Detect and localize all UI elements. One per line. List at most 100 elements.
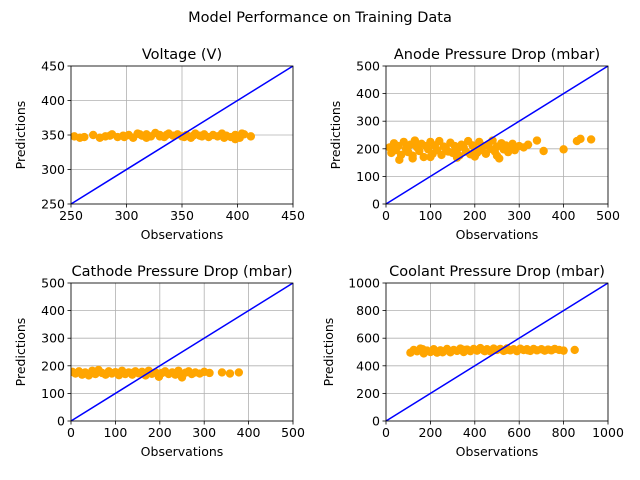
- chart-3-data-point: [234, 368, 244, 377]
- chart-2-data-point: [539, 146, 548, 156]
- chart-2-data-point: [426, 152, 435, 162]
- chart-3-identity-line: [71, 283, 293, 421]
- chart-2-y-tick-label: 300: [356, 114, 380, 129]
- chart-2-axes-frame: [385, 65, 609, 205]
- chart-2-data-point: [415, 146, 424, 156]
- chart-1-data-point: [120, 132, 129, 142]
- chart-4-y-tick-label: 200: [356, 386, 380, 401]
- chart-2-data-point: [452, 153, 462, 162]
- chart-1-data-point: [237, 129, 247, 138]
- chart-4-title: Coolant Pressure Drop (mbar): [389, 264, 605, 280]
- chart-2-x-axis-label: Observations: [456, 227, 539, 242]
- chart-3-data-point: [105, 368, 115, 377]
- chart-2-data-point: [437, 150, 446, 160]
- chart-2-data-point: [532, 136, 542, 145]
- chart-2-data-point: [399, 137, 408, 147]
- chart-3-points: [71, 365, 244, 382]
- chart-2-y-tick-label: 0: [372, 197, 380, 212]
- chart-3-y-tick-label: 300: [41, 331, 65, 346]
- chart-1-x-tick-label: 250: [59, 208, 83, 223]
- chart-3-data-point: [225, 369, 235, 378]
- chart-4-x-tick-label: 1000: [592, 425, 624, 440]
- chart-3-y-tick-label: 100: [41, 386, 65, 401]
- chart-1-y-tick-label: 300: [41, 162, 65, 177]
- chart-2-data-point: [419, 152, 428, 162]
- chart-2-y-tick-label: 100: [356, 169, 380, 184]
- chart-2-y-tick-label: 400: [356, 86, 380, 101]
- chart-3: 0 100 200 300 400 500 0 100 200 300 400 500 Cathode …: [13, 264, 305, 459]
- chart-4-data-point: [458, 345, 467, 354]
- chart-3-y-tick-label: 0: [57, 414, 65, 429]
- chart-4-x-tick-label: 400: [463, 425, 487, 440]
- chart-3-data-point: [89, 368, 98, 378]
- chart-3-data-point: [75, 368, 85, 377]
- chart-1-data-point: [80, 132, 89, 142]
- chart-1-data-point: [188, 131, 198, 140]
- chart-2-title: Anode Pressure Drop (mbar): [394, 47, 600, 63]
- chart-1-data-point: [246, 132, 256, 141]
- chart-3-x-tick-label: 200: [148, 425, 172, 440]
- chart-1-data-point: [155, 132, 164, 141]
- chart-4-data-point: [438, 348, 447, 357]
- chart-2-identity-line: [386, 66, 608, 204]
- chart-1-title: Voltage (V): [142, 47, 222, 63]
- chart-2-data-point: [408, 154, 417, 163]
- chart-2-x-tick-label: 300: [507, 208, 531, 223]
- chart-1-x-axis-label: Observations: [141, 227, 224, 242]
- chart-3-y-tick-label: 200: [41, 358, 65, 373]
- chart-1-points: [71, 128, 256, 144]
- chart-2-data-point: [508, 139, 517, 149]
- chart-2-data-point: [559, 145, 568, 154]
- chart-2: 0 100 200 300 400 500 0 100 200 300 400 500 Anode Pr…: [328, 47, 620, 242]
- chart-4-axes-frame: [385, 282, 609, 422]
- chart-4-data-point: [523, 346, 533, 355]
- chart-1-y-tick-label: 350: [41, 128, 65, 143]
- chart-3-axes-frame: [70, 282, 294, 422]
- figure-suptitle: Model Performance on Training Data: [188, 10, 452, 26]
- chart-1-y-axis-label: Predictions: [13, 101, 28, 170]
- chart-1-x-tick-label: 300: [115, 208, 139, 223]
- chart-4-data-point: [559, 346, 568, 355]
- chart-4-y-axis-label: Predictions: [321, 318, 336, 387]
- chart-3-x-tick-label: 100: [103, 425, 127, 440]
- chart-2-x-tick-label: 100: [418, 208, 442, 223]
- chart-2-x-tick-label: 0: [382, 208, 390, 223]
- chart-1-data-point: [105, 131, 115, 140]
- chart-1-y-tick-label: 450: [41, 59, 65, 74]
- chart-3-x-tick-label: 0: [67, 425, 75, 440]
- chart-4-x-tick-label: 800: [552, 425, 576, 440]
- chart-2-x-tick-label: 400: [552, 208, 576, 223]
- chart-4-data-point: [570, 345, 579, 355]
- chart-2-data-point: [576, 134, 585, 144]
- chart-2-data-point: [523, 140, 533, 149]
- chart-1-data-point: [231, 134, 240, 144]
- chart-4-x-axis-label: Observations: [456, 444, 539, 459]
- chart-1-data-point: [89, 130, 98, 140]
- chart-4-x-tick-label: 600: [507, 425, 531, 440]
- chart-3-data-point: [153, 369, 162, 378]
- chart-3-x-tick-label: 400: [237, 425, 261, 440]
- chart-4-y-tick-label: 800: [356, 303, 380, 318]
- chart-1-y-tick-label: 250: [41, 197, 65, 212]
- chart-3-data-point: [205, 368, 214, 378]
- chart-4-x-tick-label: 0: [382, 425, 390, 440]
- chart-2-data-point: [410, 136, 420, 145]
- chart-4-data-point: [480, 346, 489, 356]
- chart-1-x-tick-label: 400: [226, 208, 250, 223]
- chart-2-data-point: [395, 155, 404, 165]
- chart-4-x-tick-label: 200: [418, 425, 442, 440]
- chart-4-identity-line: [386, 283, 608, 421]
- chart-4-y-tick-label: 1000: [348, 276, 380, 291]
- chart-1-data-point: [197, 132, 207, 141]
- chart-1-y-tick-label: 400: [41, 93, 65, 108]
- chart-4-y-tick-label: 0: [372, 414, 380, 429]
- chart-3-x-axis-label: Observations: [141, 444, 224, 459]
- chart-2-data-point: [470, 152, 479, 161]
- chart-1-data-point: [135, 130, 145, 139]
- chart-4-points: [406, 343, 579, 358]
- chart-3-data-point: [173, 368, 182, 377]
- chart-2-data-point: [492, 151, 502, 160]
- chart-4: 0 200 400 600 800 1000 0 200 400 600 800 1000 Coolan…: [321, 264, 624, 459]
